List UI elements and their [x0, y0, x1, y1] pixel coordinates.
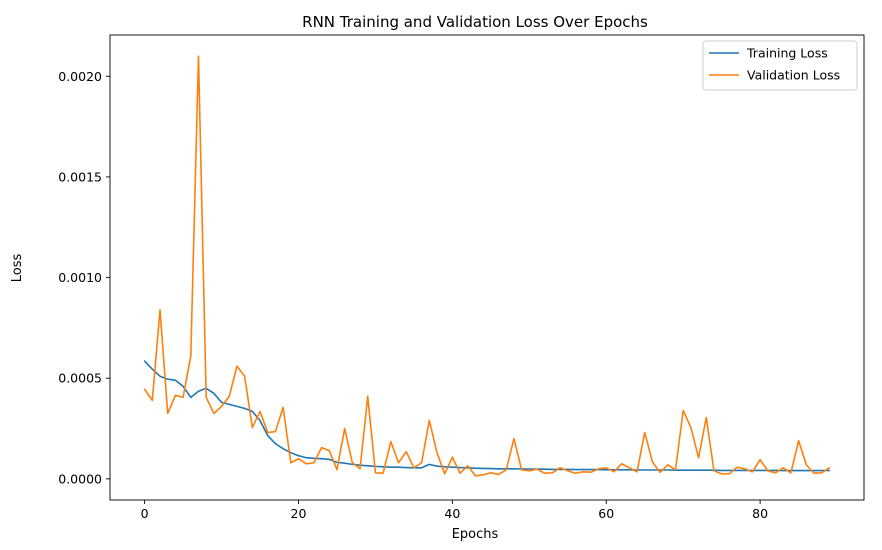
y-tick-label: 0.0020: [58, 69, 102, 84]
x-tick-label: 0: [141, 506, 149, 521]
x-tick-label: 60: [598, 506, 614, 521]
legend-label-training-loss: Training Loss: [746, 46, 828, 61]
series-layer: [143, 55, 831, 477]
x-tick-label: 20: [291, 506, 307, 521]
y-tick-label: 0.0015: [58, 169, 102, 184]
legend-box: [702, 40, 858, 91]
series-line-validation-loss: [143, 55, 831, 477]
chart-title: RNN Training and Validation Loss Over Ep…: [302, 13, 648, 31]
y-tick-label: 0.0000: [58, 471, 102, 486]
plot-area-frame: [109, 34, 865, 501]
y-axis-ticks: 0.0000 0.0005 0.0010 0.0015 0.0020: [58, 69, 110, 486]
y-tick-label: 0.0010: [58, 270, 102, 285]
y-tick-label: 0.0005: [58, 371, 102, 386]
y-axis-label: Loss: [10, 254, 25, 283]
x-tick-label: 40: [444, 506, 460, 521]
legend-label-validation-loss: Validation Loss: [747, 68, 840, 83]
series-line-training-loss: [143, 360, 831, 472]
x-tick-label: 80: [752, 506, 768, 521]
x-axis-ticks: 0 20 40 60 80: [141, 500, 768, 521]
legend: Training Loss Validation Loss: [702, 40, 858, 91]
x-axis-label: Epochs: [452, 527, 499, 542]
